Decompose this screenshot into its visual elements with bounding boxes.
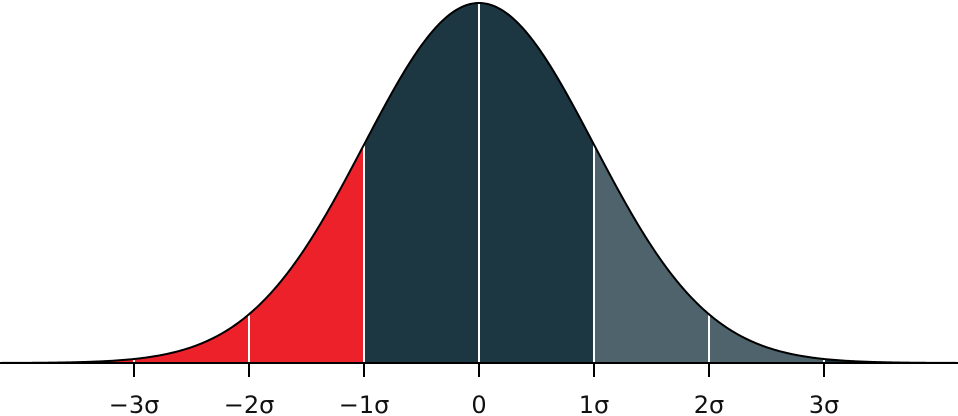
tick-label: 0 [471,391,486,416]
tick-label: 2σ [694,391,724,416]
tick-label: 3σ [809,391,839,416]
tick-label: 1σ [579,391,609,416]
tick-label: −3σ [109,391,160,416]
density-curve [0,1,958,364]
tick-label: −1σ [339,391,390,416]
tick-label: −2σ [224,391,275,416]
region-2 [594,144,824,363]
region-0 [0,144,364,363]
